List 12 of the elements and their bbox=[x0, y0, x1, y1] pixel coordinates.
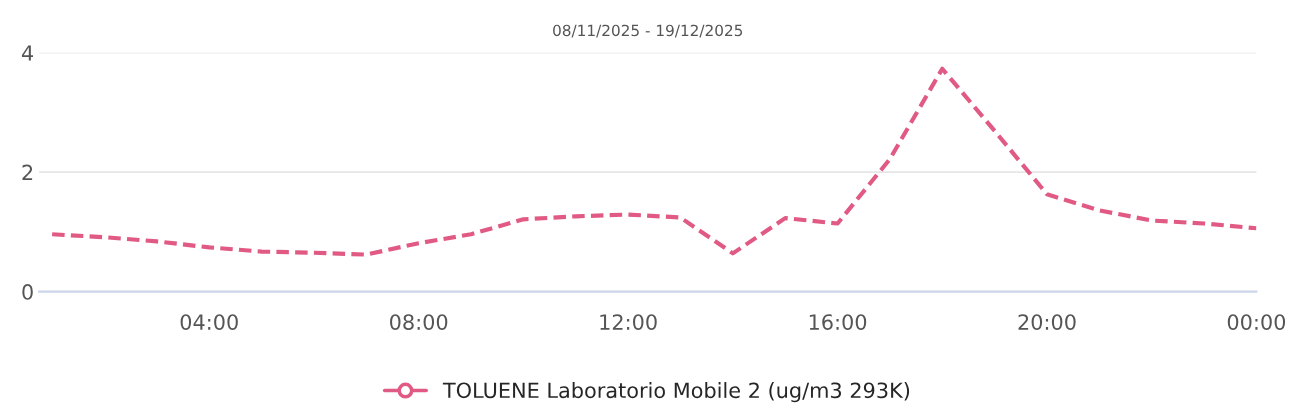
chart-title: 08/11/2025 - 19/12/2025 bbox=[553, 24, 743, 38]
x-tick-label: 04:00 bbox=[180, 314, 238, 330]
y-tick-label: 2 bbox=[22, 164, 33, 181]
y-tick-label: 4 bbox=[21, 45, 34, 61]
legend-label: TOLUENE Laboratorio Mobile 2 (ug/m3 293K) bbox=[442, 382, 910, 403]
x-tick-label: 12:00 bbox=[600, 314, 657, 330]
line-series bbox=[50, 66, 1257, 257]
x-tick-label: 20:00 bbox=[1018, 314, 1076, 330]
x-tick-label: 00:00 bbox=[1227, 314, 1286, 330]
x-tick-label: 16:00 bbox=[809, 314, 867, 330]
y-tick-label: 0 bbox=[22, 284, 33, 300]
x-tick-label: 08:00 bbox=[390, 314, 448, 330]
